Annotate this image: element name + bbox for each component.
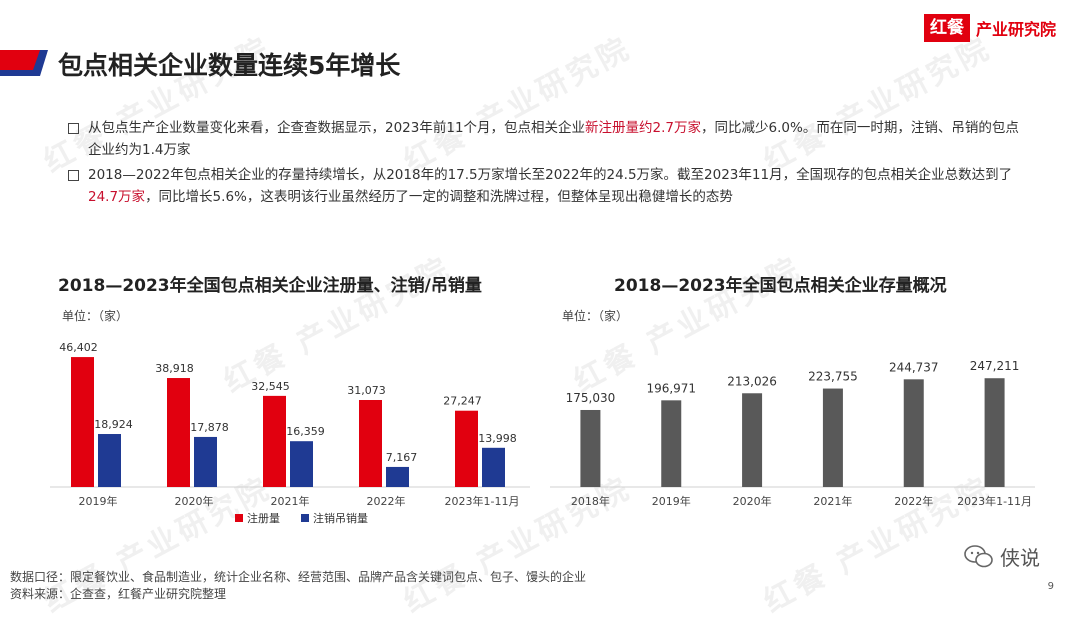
chart2-bar	[661, 400, 682, 487]
chart1-tick-label: 2019年	[79, 494, 118, 508]
chart1-tick-label: 2023年1-11月	[445, 494, 520, 508]
wechat-icon	[964, 544, 993, 567]
chart2-data-label: 223,755	[808, 370, 858, 384]
chart2-bar	[822, 388, 843, 487]
chart1-bar	[455, 410, 478, 487]
bullet-text: ，同比减少6.0%。而在同一时期，注销、吊销的包点企业约为1.4万家	[88, 120, 1019, 158]
bullet-text: 2018—2022年包点相关企业的存量持续增长，从2018年的17.5万家增长至…	[88, 167, 1013, 183]
chart1-bar	[482, 447, 505, 487]
bullet-highlight: 24.7万家	[88, 189, 146, 205]
chart2-unit: 单位：（家）	[562, 309, 629, 323]
chart1-data-label: 7,167	[386, 451, 418, 464]
chart1-tick-label: 2021年	[271, 494, 310, 508]
bullet-square-icon	[68, 123, 79, 134]
bullet-1: 从包点生产企业数量变化来看，企查查数据显示，2023年前11个月，包点相关企业新…	[68, 117, 1028, 161]
chart1-data-label: 31,073	[347, 384, 386, 397]
chart1-legend-label: 注销吊销量	[313, 511, 368, 525]
brand-logo: 红餐 产业研究院	[923, 14, 1056, 42]
chart1-title: 2018—2023年全国包点相关企业注册量、注销/吊销量	[58, 276, 482, 296]
bullet-highlight: 新注册量约2.7万家	[585, 120, 702, 136]
footer-data-scope: 数据口径：限定餐饮业、食品制造业，统计企业名称、经营范围、品牌产品含关键词包点、…	[10, 570, 587, 584]
chart2-bar	[984, 378, 1005, 487]
chart1-legend-swatch	[235, 514, 243, 522]
chart1-bar	[98, 434, 121, 487]
bullet-2: 2018—2022年包点相关企业的存量持续增长，从2018年的17.5万家增长至…	[68, 164, 1028, 208]
chart2-data-label: 213,026	[727, 374, 777, 388]
chart2-data-label: 244,737	[889, 360, 939, 374]
chart1-bar	[263, 395, 286, 487]
chart1-svg: 46,402 18,924 2019年 38,918 17,878 2020年 32,545…	[50, 341, 530, 525]
chart2-title: 2018—2023年全国包点相关企业存量概况	[614, 276, 947, 296]
chart1-bar	[386, 466, 409, 487]
chart2-data-label: 175,030	[566, 391, 616, 405]
chart1-data-label: 18,924	[94, 418, 133, 431]
chart2-bar	[742, 393, 763, 487]
chart2-bar	[580, 409, 601, 487]
bullet-text: 从包点生产企业数量变化来看，企查查数据显示，2023年前11个月，包点相关企业	[88, 120, 586, 136]
brand-name: 红餐	[923, 14, 970, 42]
chart2-data-label: 247,211	[970, 359, 1020, 373]
chart1-data-label: 16,359	[286, 425, 325, 438]
chart1-bar	[167, 378, 190, 487]
chart1-data-label: 38,918	[155, 362, 194, 375]
chart2-data-label: 196,971	[646, 381, 696, 395]
chart1-bar	[194, 436, 217, 487]
chart1-data-label: 46,402	[59, 341, 98, 354]
chart1-unit: 单位：（家）	[62, 309, 129, 323]
title-accent-bar	[0, 50, 48, 76]
chart1-tick-label: 2022年	[367, 494, 406, 508]
chart1-bar	[71, 357, 94, 487]
wechat-account: 侠说	[964, 542, 1040, 571]
chart2-tick-label: 2022年	[894, 494, 933, 508]
chart2-bar	[903, 379, 924, 487]
chart1-data-label: 32,545	[251, 380, 290, 393]
chart2-tick-label: 2018年	[571, 494, 610, 508]
brand-suffix: 产业研究院	[975, 20, 1056, 39]
chart1-bar	[359, 399, 382, 487]
chart1-bar	[290, 441, 313, 487]
chart1-tick-label: 2020年	[175, 494, 214, 508]
chart1-data-label: 13,998	[478, 432, 517, 445]
chart2-tick-label: 2021年	[813, 494, 852, 508]
chart2-tick-label: 2023年1-11月	[957, 494, 1032, 508]
chart1-legend-swatch	[301, 514, 309, 522]
chart2-svg: 175,030 2018年 196,971 2019年 213,026 2020年 223,…	[550, 359, 1035, 508]
chart1-legend-label: 注册量	[247, 511, 280, 525]
bullet-text: ，同比增长5.6%，这表明该行业虽然经历了一定的调整和洗牌过程，但整体呈现出稳健…	[145, 189, 733, 205]
chart1-data-label: 27,247	[443, 395, 482, 408]
wechat-label: 侠说	[1000, 546, 1040, 570]
chart2-tick-label: 2020年	[733, 494, 772, 508]
bullet-square-icon	[68, 170, 79, 181]
footer-source: 资料来源：企查查，红餐产业研究院整理	[10, 587, 227, 601]
chart2-tick-label: 2019年	[652, 494, 691, 508]
chart1-data-label: 17,878	[190, 421, 229, 434]
page-number: 9	[1047, 581, 1054, 592]
page-title: 包点相关企业数量连续5年增长	[58, 51, 401, 80]
